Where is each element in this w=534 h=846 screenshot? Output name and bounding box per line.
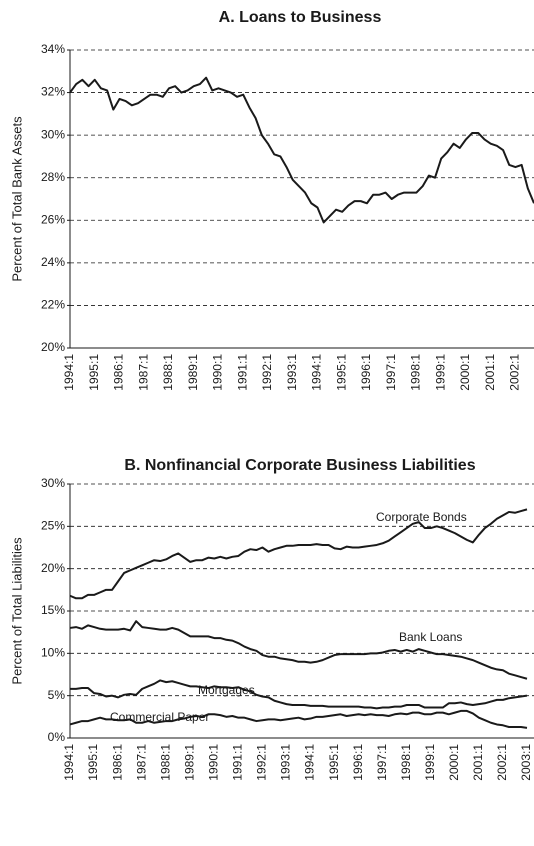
series-label: Corporate Bonds	[376, 510, 467, 524]
x-tick-label: 1990:1	[211, 354, 225, 391]
x-tick-label: 1986:1	[110, 744, 124, 781]
x-tick-label: 2002:1	[495, 744, 509, 781]
x-tick-label: 1990:1	[206, 744, 220, 781]
x-tick-label: 1995:1	[86, 744, 100, 781]
x-tick-label: 1995:1	[87, 354, 101, 391]
y-axis-title: Percent of Total Liabilities	[9, 537, 24, 685]
y-tick-label: 24%	[41, 255, 65, 269]
y-tick-label: 26%	[41, 212, 65, 226]
chart-title: B. Nonfinancial Corporate Business Liabi…	[124, 457, 475, 474]
x-tick-label: 1995:1	[327, 744, 341, 781]
x-tick-label: 1994:1	[62, 354, 76, 391]
series-line	[69, 709, 528, 729]
x-tick-label: 1992:1	[260, 354, 274, 391]
x-tick-label: 1998:1	[409, 354, 423, 391]
y-axis-title: Percent of Total Bank Assets	[9, 116, 24, 282]
y-tick-label: 30%	[41, 127, 65, 141]
y-tick-label: 25%	[41, 519, 65, 533]
series-line	[69, 620, 528, 680]
x-tick-label: 1993:1	[279, 744, 293, 781]
x-tick-label: 2000:1	[458, 354, 472, 391]
x-tick-label: 1988:1	[158, 744, 172, 781]
x-tick-label: 2001:1	[483, 354, 497, 391]
chart-title: A. Loans to Business	[219, 9, 382, 26]
y-tick-label: 34%	[41, 42, 65, 56]
x-tick-label: 1997:1	[384, 354, 398, 391]
y-tick-label: 5%	[48, 688, 66, 702]
y-tick-label: 20%	[41, 561, 65, 575]
x-tick-label: 1999:1	[423, 744, 437, 781]
x-tick-label: 1998:1	[399, 744, 413, 781]
x-tick-label: 1993:1	[285, 354, 299, 391]
x-tick-label: 1994:1	[310, 354, 324, 391]
series-line	[69, 508, 528, 600]
x-tick-label: 1986:1	[112, 354, 126, 391]
y-tick-label: 32%	[41, 85, 65, 99]
x-tick-label: 1995:1	[334, 354, 348, 391]
y-tick-label: 0%	[48, 730, 66, 744]
series-line	[70, 679, 528, 710]
x-tick-label: 2003:1	[519, 744, 533, 781]
series-label: Mortgages	[198, 683, 255, 697]
x-tick-label: 1997:1	[375, 744, 389, 781]
x-tick-label: 1994:1	[62, 744, 76, 781]
x-tick-label: 1987:1	[134, 744, 148, 781]
x-tick-label: 2002:1	[508, 354, 522, 391]
x-tick-label: 1992:1	[255, 744, 269, 781]
y-tick-label: 20%	[41, 340, 65, 354]
x-tick-label: 2001:1	[471, 744, 485, 781]
y-tick-label: 15%	[41, 603, 65, 617]
x-tick-label: 1988:1	[161, 354, 175, 391]
x-tick-label: 1989:1	[186, 354, 200, 391]
y-tick-label: 28%	[41, 170, 65, 184]
x-tick-label: 1991:1	[235, 354, 249, 391]
x-tick-label: 1989:1	[182, 744, 196, 781]
series-line	[69, 76, 534, 224]
series-label: Bank Loans	[399, 630, 462, 644]
x-tick-label: 1994:1	[303, 744, 317, 781]
y-tick-label: 22%	[41, 298, 65, 312]
x-tick-label: 2000:1	[447, 744, 461, 781]
x-tick-label: 1987:1	[136, 354, 150, 391]
x-tick-label: 1996:1	[359, 354, 373, 391]
series-label: Commercial Paper	[110, 710, 209, 724]
x-tick-label: 1996:1	[351, 744, 365, 781]
x-tick-label: 1999:1	[433, 354, 447, 391]
y-tick-label: 30%	[41, 476, 65, 490]
y-tick-label: 10%	[41, 646, 65, 660]
x-tick-label: 1991:1	[231, 744, 245, 781]
